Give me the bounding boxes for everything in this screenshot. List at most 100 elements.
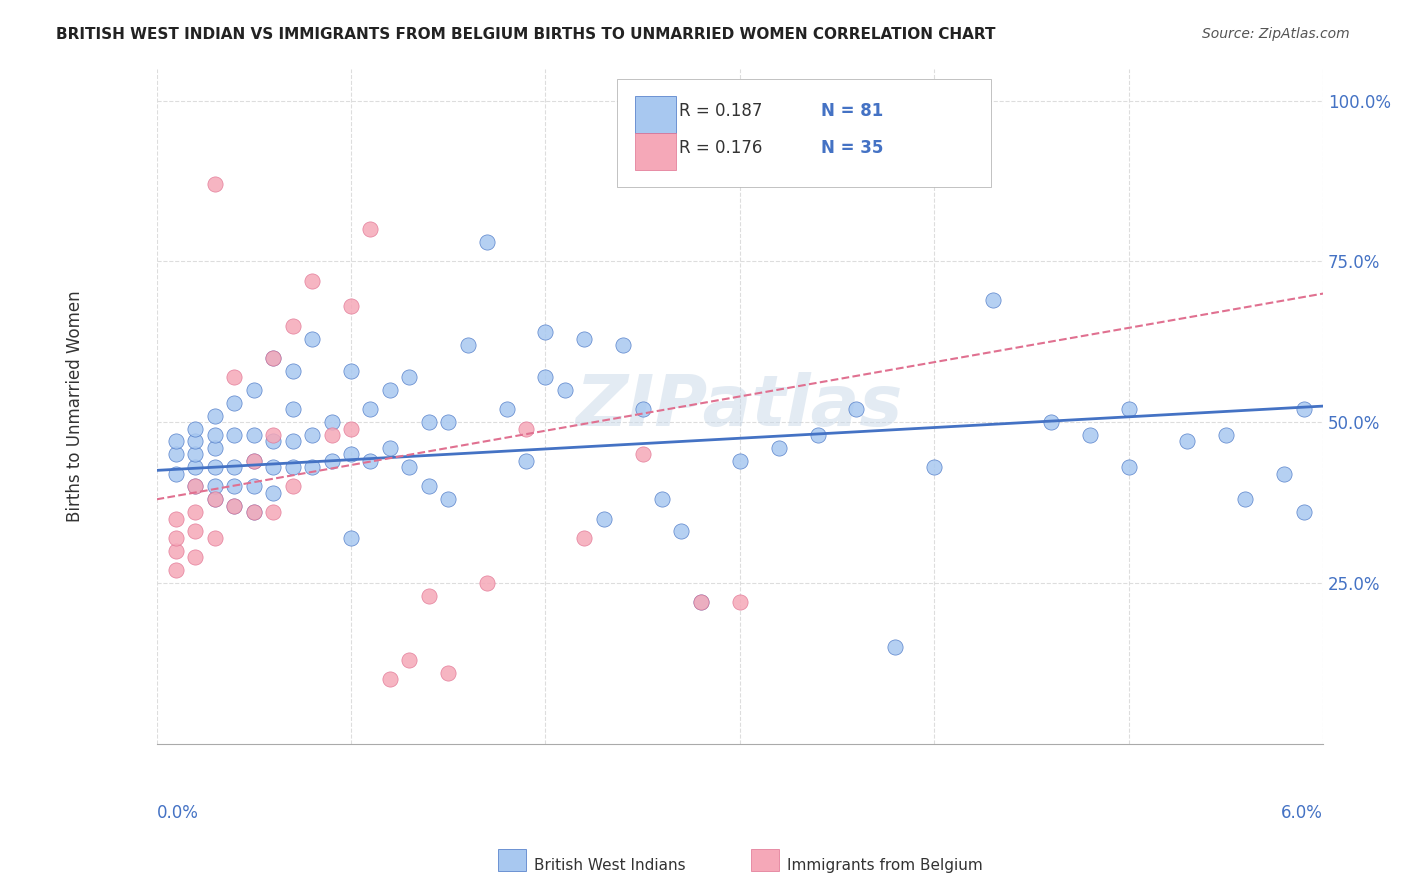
Point xyxy=(281,402,304,417)
Point xyxy=(262,460,284,475)
Point xyxy=(534,370,557,384)
Text: R = 0.187: R = 0.187 xyxy=(679,102,762,120)
Point xyxy=(378,673,401,687)
FancyBboxPatch shape xyxy=(636,95,676,133)
Point xyxy=(184,479,207,493)
Text: Source: ZipAtlas.com: Source: ZipAtlas.com xyxy=(1202,27,1350,41)
Point xyxy=(204,492,226,507)
Point xyxy=(690,595,713,609)
Point xyxy=(301,428,323,442)
Point xyxy=(165,563,187,577)
Point xyxy=(340,531,363,545)
Point xyxy=(359,402,381,417)
Point xyxy=(184,460,207,475)
Point xyxy=(728,595,751,609)
Point xyxy=(437,665,460,680)
Point xyxy=(1292,505,1315,519)
Point xyxy=(184,524,207,539)
Point xyxy=(242,428,264,442)
Point xyxy=(224,479,246,493)
Point xyxy=(359,454,381,468)
Point xyxy=(262,505,284,519)
Point xyxy=(378,441,401,455)
Point xyxy=(1078,428,1101,442)
Point xyxy=(1215,428,1237,442)
FancyBboxPatch shape xyxy=(617,78,991,186)
Point xyxy=(184,479,207,493)
Point xyxy=(281,364,304,378)
Point xyxy=(242,454,264,468)
Point xyxy=(495,402,517,417)
Point xyxy=(204,178,226,192)
Point xyxy=(204,428,226,442)
Point xyxy=(690,595,713,609)
Point xyxy=(651,492,673,507)
Point xyxy=(534,325,557,339)
Point xyxy=(242,479,264,493)
Point xyxy=(1292,402,1315,417)
Point xyxy=(475,235,498,249)
Point xyxy=(671,524,693,539)
Text: British West Indians: British West Indians xyxy=(534,858,686,872)
Point xyxy=(281,460,304,475)
Point xyxy=(204,409,226,423)
Point xyxy=(631,402,654,417)
Point xyxy=(224,460,246,475)
Point xyxy=(1118,460,1140,475)
Point xyxy=(340,364,363,378)
Point xyxy=(204,460,226,475)
Point xyxy=(165,467,187,481)
Text: Births to Unmarried Women: Births to Unmarried Women xyxy=(66,290,84,522)
Point xyxy=(281,318,304,333)
FancyBboxPatch shape xyxy=(636,133,676,169)
Point xyxy=(398,653,420,667)
Point xyxy=(437,492,460,507)
Point xyxy=(262,351,284,365)
Point xyxy=(1118,402,1140,417)
Point xyxy=(554,383,576,397)
Point xyxy=(204,479,226,493)
Point xyxy=(574,332,596,346)
Point xyxy=(242,505,264,519)
Point xyxy=(242,383,264,397)
Point xyxy=(884,640,907,655)
Point xyxy=(204,531,226,545)
Text: R = 0.176: R = 0.176 xyxy=(679,139,762,157)
Point xyxy=(359,222,381,236)
Point xyxy=(165,511,187,525)
Point xyxy=(418,479,440,493)
Point xyxy=(515,421,537,435)
Text: ZIPatlas: ZIPatlas xyxy=(576,372,904,441)
Point xyxy=(224,499,246,513)
Point xyxy=(807,428,830,442)
Point xyxy=(418,589,440,603)
Point xyxy=(262,351,284,365)
Point xyxy=(981,293,1004,307)
Point xyxy=(224,370,246,384)
Point xyxy=(165,434,187,449)
Point xyxy=(321,454,343,468)
Point xyxy=(922,460,945,475)
Point xyxy=(262,434,284,449)
Point xyxy=(224,428,246,442)
Point xyxy=(398,460,420,475)
Point xyxy=(768,441,790,455)
Text: Immigrants from Belgium: Immigrants from Belgium xyxy=(787,858,983,872)
Point xyxy=(184,447,207,461)
Point xyxy=(612,338,634,352)
Point xyxy=(165,531,187,545)
Point xyxy=(631,447,654,461)
Point xyxy=(378,383,401,397)
Point xyxy=(340,447,363,461)
Point xyxy=(184,550,207,565)
Text: 0.0%: 0.0% xyxy=(156,805,198,822)
Point xyxy=(592,511,614,525)
Point xyxy=(321,415,343,429)
Point xyxy=(301,332,323,346)
Point xyxy=(1234,492,1257,507)
Text: N = 81: N = 81 xyxy=(821,102,884,120)
Point xyxy=(165,447,187,461)
Point xyxy=(1039,415,1062,429)
Text: N = 35: N = 35 xyxy=(821,139,884,157)
Point xyxy=(398,370,420,384)
